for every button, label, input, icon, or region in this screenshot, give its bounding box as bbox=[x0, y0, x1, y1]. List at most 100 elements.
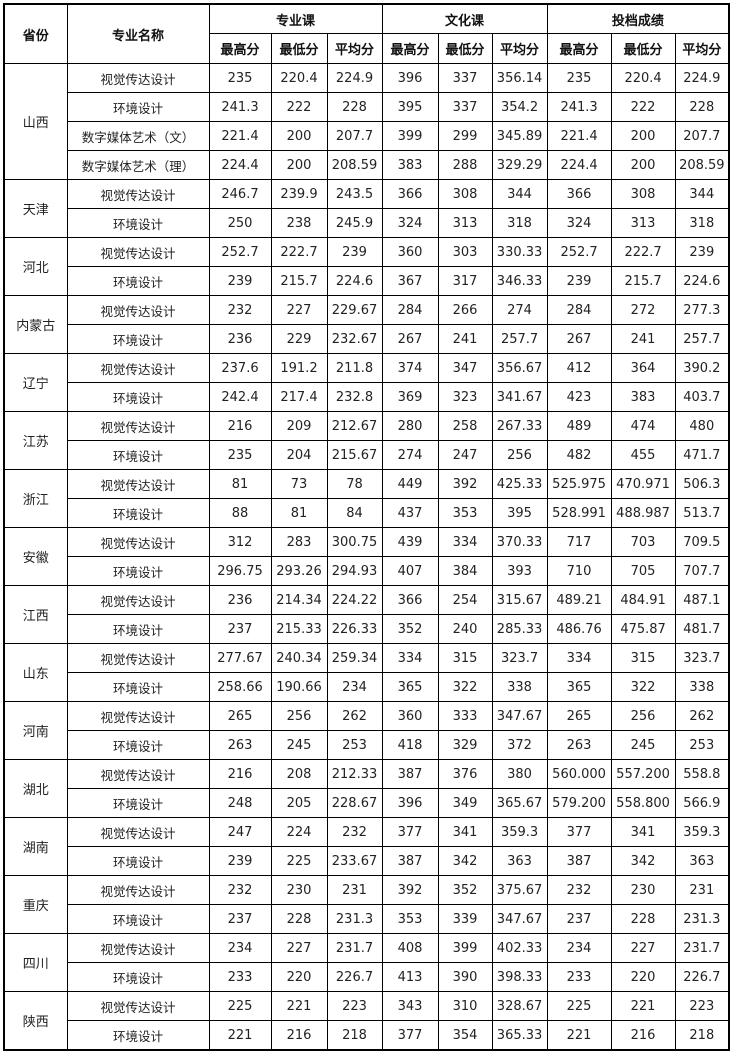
score-cell: 250 bbox=[208, 208, 272, 238]
score-cell: 359.3 bbox=[674, 817, 730, 847]
score-cell: 257.7 bbox=[674, 324, 730, 354]
score-cell: 241.3 bbox=[208, 92, 272, 122]
score-cell: 81 bbox=[270, 498, 328, 528]
score-cell: 257.7 bbox=[491, 324, 548, 354]
major-cell: 视觉传达设计 bbox=[66, 237, 210, 267]
score-cell: 558.800 bbox=[610, 788, 676, 818]
province-cell: 江苏 bbox=[3, 411, 68, 470]
score-cell: 228 bbox=[674, 92, 730, 122]
score-cell: 226.7 bbox=[674, 962, 730, 992]
score-cell: 191.2 bbox=[270, 353, 328, 383]
score-cell: 344 bbox=[491, 179, 548, 209]
score-cell: 423 bbox=[546, 382, 612, 412]
score-cell: 234 bbox=[208, 933, 272, 963]
score-cell: 258 bbox=[437, 411, 493, 441]
score-cell: 377 bbox=[546, 817, 612, 847]
table-row: 环境设计 241.3 222 228 395 337 354.2 241.3 222 228 bbox=[4, 92, 730, 122]
table-row: 环境设计 239 215.7 224.6 367 317 346.33 239 215.7 224… bbox=[4, 266, 730, 296]
score-cell: 707.7 bbox=[674, 556, 730, 586]
major-cell: 数字媒体艺术（理） bbox=[66, 150, 210, 180]
score-cell: 318 bbox=[674, 208, 730, 238]
header-avg: 平均分 bbox=[326, 33, 383, 64]
score-cell: 221.4 bbox=[546, 121, 612, 151]
province-cell: 陕西 bbox=[3, 991, 68, 1051]
score-cell: 232 bbox=[546, 875, 612, 905]
score-cell: 455 bbox=[610, 440, 676, 470]
score-cell: 190.66 bbox=[270, 672, 328, 702]
score-cell: 254 bbox=[437, 585, 493, 615]
score-cell: 208 bbox=[270, 759, 328, 789]
score-cell: 233.67 bbox=[326, 846, 383, 876]
score-cell: 200 bbox=[270, 121, 328, 151]
score-cell: 214.34 bbox=[270, 585, 328, 615]
score-cell: 387 bbox=[381, 846, 439, 876]
score-cell: 342 bbox=[437, 846, 493, 876]
major-cell: 视觉传达设计 bbox=[66, 701, 210, 731]
score-cell: 396 bbox=[381, 788, 439, 818]
score-cell: 258.66 bbox=[208, 672, 272, 702]
score-cell: 211.8 bbox=[326, 353, 383, 383]
score-cell: 380 bbox=[491, 759, 548, 789]
table-row: 湖北 视觉传达设计 216 208 212.33 387 376 380 560.000 557.… bbox=[3, 759, 730, 818]
score-cell: 240 bbox=[437, 614, 493, 644]
score-cell: 398.33 bbox=[491, 962, 548, 992]
score-cell: 482 bbox=[546, 440, 612, 470]
score-cell: 239.9 bbox=[270, 179, 328, 209]
score-cell: 223 bbox=[326, 991, 383, 1021]
score-cell: 347.67 bbox=[491, 904, 548, 934]
score-cell: 274 bbox=[381, 440, 439, 470]
score-cell: 285.33 bbox=[491, 614, 548, 644]
score-cell: 221 bbox=[610, 991, 676, 1021]
header-max: 最高分 bbox=[381, 33, 439, 64]
table-row: 环境设计 221 216 218 377 354 365.33 221 216 218 bbox=[4, 1020, 730, 1051]
major-cell: 视觉传达设计 bbox=[66, 527, 210, 557]
major-cell: 环境设计 bbox=[66, 92, 210, 122]
score-cell: 224.6 bbox=[326, 266, 383, 296]
header-max: 最高分 bbox=[208, 33, 272, 64]
province-cell: 安徽 bbox=[3, 527, 68, 586]
score-cell: 200 bbox=[610, 121, 676, 151]
score-cell: 220.4 bbox=[270, 63, 328, 93]
score-cell: 252.7 bbox=[546, 237, 612, 267]
score-cell: 232 bbox=[208, 295, 272, 325]
table-row: 环境设计 248 205 228.67 396 349 365.67 579.200 558.8… bbox=[4, 788, 730, 818]
score-cell: 403.7 bbox=[674, 382, 730, 412]
score-cell: 346.33 bbox=[491, 266, 548, 296]
table-row: 环境设计 237 228 231.3 353 339 347.67 237 228 231.3 bbox=[4, 904, 730, 934]
score-cell: 248 bbox=[208, 788, 272, 818]
score-cell: 528.991 bbox=[546, 498, 612, 528]
score-cell: 200 bbox=[610, 150, 676, 180]
table-row: 浙江 视觉传达设计 81 73 78 449 392 425.33 525.975 470.971… bbox=[3, 469, 730, 528]
score-cell: 241.3 bbox=[546, 92, 612, 122]
major-cell: 环境设计 bbox=[66, 904, 210, 934]
score-cell: 284 bbox=[546, 295, 612, 325]
score-cell: 352 bbox=[381, 614, 439, 644]
score-cell: 425.33 bbox=[491, 469, 548, 499]
score-cell: 221.4 bbox=[208, 121, 272, 151]
score-cell: 237.6 bbox=[208, 353, 272, 383]
score-cell: 366 bbox=[546, 179, 612, 209]
major-cell: 环境设计 bbox=[66, 1020, 210, 1051]
score-cell: 225 bbox=[208, 991, 272, 1021]
score-cell: 407 bbox=[381, 556, 439, 586]
score-cell: 341 bbox=[437, 817, 493, 847]
score-cell: 88 bbox=[208, 498, 272, 528]
score-cell: 247 bbox=[437, 440, 493, 470]
province-cell: 辽宁 bbox=[3, 353, 68, 412]
score-cell: 439 bbox=[381, 527, 439, 557]
province-cell: 湖北 bbox=[3, 759, 68, 818]
score-cell: 253 bbox=[326, 730, 383, 760]
score-cell: 207.7 bbox=[326, 121, 383, 151]
score-cell: 717 bbox=[546, 527, 612, 557]
table-row: 环境设计 236 229 232.67 267 241 257.7 267 241 257.7 bbox=[4, 324, 730, 354]
table-row: 环境设计 242.4 217.4 232.8 369 323 341.67 423 383 403… bbox=[4, 382, 730, 412]
score-cell: 232 bbox=[326, 817, 383, 847]
province-cell: 内蒙古 bbox=[3, 295, 68, 354]
score-cell: 480 bbox=[674, 411, 730, 441]
score-cell: 341 bbox=[610, 817, 676, 847]
score-cell: 363 bbox=[491, 846, 548, 876]
score-cell: 277.3 bbox=[674, 295, 730, 325]
major-cell: 环境设计 bbox=[66, 440, 210, 470]
score-cell: 224.4 bbox=[208, 150, 272, 180]
score-cell: 359.3 bbox=[491, 817, 548, 847]
